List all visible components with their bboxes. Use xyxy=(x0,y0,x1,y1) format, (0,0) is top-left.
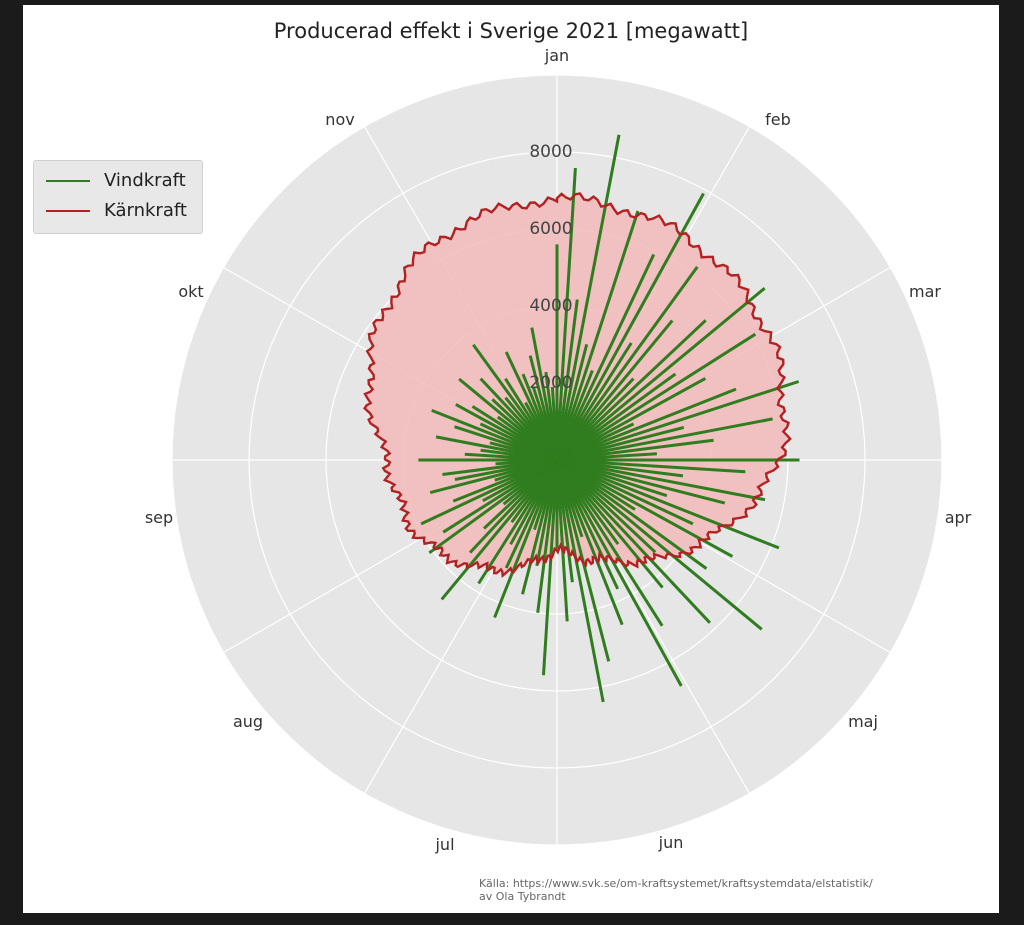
vindkraft-line-20 xyxy=(556,380,800,462)
vindkraft-line-7 xyxy=(555,253,656,461)
vindkraft-line-56 xyxy=(493,459,559,619)
vindkraft-line-22 xyxy=(556,417,773,462)
karnkraft-line xyxy=(363,192,792,578)
vindkraft-line-39 xyxy=(555,459,664,589)
vindkraft-line-36 xyxy=(556,458,763,631)
vindkraft-line-23 xyxy=(556,438,714,462)
vindkraft-line-47 xyxy=(555,459,605,703)
legend-swatch-karnkraft xyxy=(46,210,90,212)
vindkraft-line-49 xyxy=(555,459,569,622)
vindkraft-line-3 xyxy=(555,134,621,461)
vindkraft-line-11 xyxy=(555,319,674,461)
legend-item-karnkraft: Kärnkraft xyxy=(42,199,202,223)
vindkraft-line-29 xyxy=(556,458,726,505)
legend-label-karnkraft: Kärnkraft xyxy=(104,200,187,221)
vindkraft-line-28 xyxy=(556,458,766,502)
vindkraft-line-5 xyxy=(555,210,640,461)
chart-frame: 2000 4000 6000 8000 jan feb mar apr maj jun jul aug… xyxy=(23,5,999,913)
radial-tick-label-6000: 6000 xyxy=(529,219,572,239)
vindkraft-line-99 xyxy=(550,386,559,461)
vindkraft-line-65 xyxy=(428,458,558,555)
vindkraft-line-35 xyxy=(556,458,708,570)
source-line-1: Källa: https://www.svk.se/om-kraftsystem… xyxy=(479,877,873,890)
vindkraft-line-26 xyxy=(556,458,746,474)
legend: Vindkraft Kärnkraft xyxy=(33,160,203,234)
month-label-jan: jan xyxy=(544,46,569,65)
vindkraft-line-52 xyxy=(536,459,559,613)
vindkraft-line-31 xyxy=(556,458,780,550)
vindkraft-line-13 xyxy=(555,319,707,462)
radial-tick-label-8000: 8000 xyxy=(529,142,572,162)
month-label-jun: jun xyxy=(658,833,684,852)
month-label-okt: okt xyxy=(178,282,203,301)
vindkraft-line-15 xyxy=(556,372,677,462)
vindkraft-line-17 xyxy=(556,377,707,462)
chart-title: Producerad effekt i Sverige 2021 [megawa… xyxy=(273,19,749,43)
legend-label-vindkraft: Vindkraft xyxy=(104,170,186,191)
source-note: Källa: https://www.svk.se/om-kraftsystem… xyxy=(479,877,873,903)
vindkraft-line-32 xyxy=(556,458,694,526)
radial-tick-label-4000: 4000 xyxy=(529,296,572,316)
month-label-nov: nov xyxy=(325,110,354,129)
vindkraft-line-16 xyxy=(556,332,757,462)
month-label-sep: sep xyxy=(145,508,173,527)
month-label-jul: jul xyxy=(434,835,454,854)
month-label-aug: aug xyxy=(233,712,263,731)
vindkraft-line-14 xyxy=(556,287,766,462)
vindkraft-line-42 xyxy=(555,459,683,687)
month-label-apr: apr xyxy=(945,508,972,527)
polar-chart: 2000 4000 6000 8000 jan feb mar apr maj jun jul aug… xyxy=(145,46,972,854)
radial-tick-label-2000: 2000 xyxy=(529,373,572,393)
vindkraft-line-2 xyxy=(555,299,579,461)
month-label-maj: maj xyxy=(848,712,878,731)
legend-swatch-vindkraft xyxy=(46,180,90,182)
month-label-mar: mar xyxy=(909,282,941,301)
vindkraft-line-8 xyxy=(555,192,705,461)
vindkraft-line-10 xyxy=(555,266,699,461)
vindkraft-line-19 xyxy=(556,387,737,462)
legend-item-vindkraft: Vindkraft xyxy=(42,169,202,193)
source-line-2: av Ola Tybrandt xyxy=(479,890,566,903)
vindkraft-line-44 xyxy=(555,459,624,626)
month-label-feb: feb xyxy=(765,110,791,129)
vindkraft-line-41 xyxy=(555,459,664,627)
vindkraft-line-68 xyxy=(420,458,558,526)
vindkraft-line-61 xyxy=(440,459,559,601)
vindkraft-line-51 xyxy=(542,459,559,676)
vindkraft-line-38 xyxy=(555,458,711,624)
vindkraft-line-59 xyxy=(477,459,559,585)
vindkraft-line-1 xyxy=(555,167,577,461)
